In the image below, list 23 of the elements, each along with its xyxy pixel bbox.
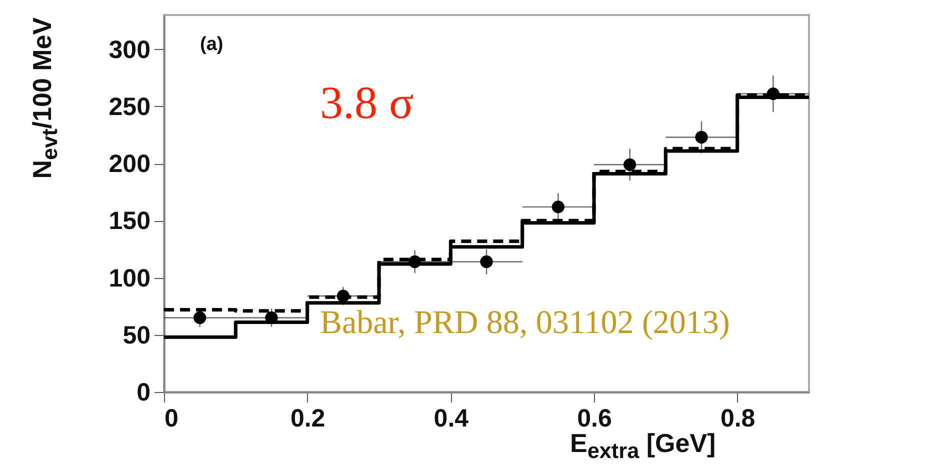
x-tick-label: 0: [164, 404, 178, 432]
point: [408, 255, 422, 268]
y-tick-label: 150: [108, 207, 150, 236]
point: [766, 88, 780, 100]
y-tick-label: 100: [108, 264, 150, 292]
point: [480, 255, 493, 268]
point: [624, 158, 636, 171]
x-tick-label: 0.4: [434, 404, 469, 432]
x-tick-label: 0.2: [290, 404, 326, 432]
point: [194, 311, 206, 324]
y-tick-label: 200: [108, 150, 150, 178]
point: [695, 130, 708, 144]
annotation: (a): [200, 34, 224, 56]
y-tick-label: 50: [122, 321, 150, 350]
annotation: 3.8 σ: [320, 76, 414, 129]
point: [336, 290, 350, 302]
annotation: Babar, PRD 88, 031102 (2013): [320, 305, 730, 342]
point: [552, 200, 564, 214]
point: [265, 311, 278, 324]
x-tick-label: 0.8: [720, 404, 756, 432]
y-tick-label: 0: [136, 378, 150, 406]
y-tick-label: 250: [108, 92, 150, 121]
y-tick-label: 300: [108, 36, 150, 64]
